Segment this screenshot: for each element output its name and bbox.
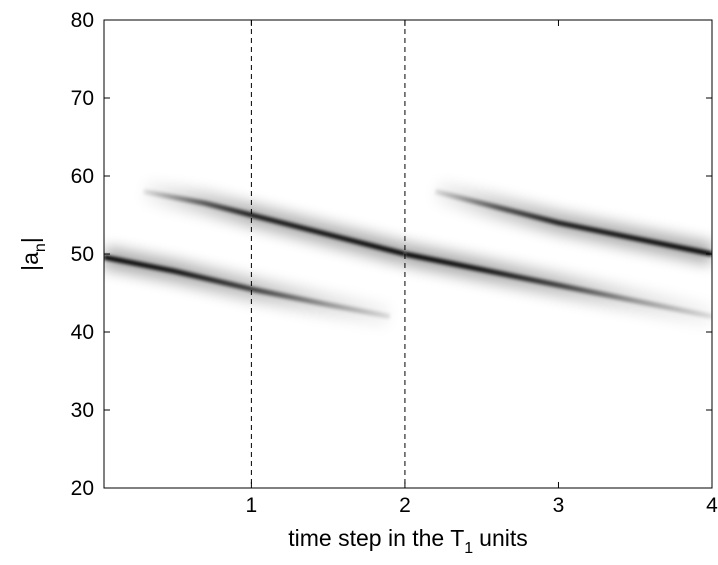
y-axis-label: |an| <box>17 237 49 271</box>
y-tick-label: 50 <box>71 243 94 266</box>
ridge <box>143 189 406 257</box>
x-label-after: units <box>479 525 528 551</box>
y-tick-label: 80 <box>71 9 94 32</box>
y-tick-label: 60 <box>71 165 94 188</box>
ridge <box>104 254 391 319</box>
x-tick-label: 4 <box>706 494 718 517</box>
plot-frame <box>103 19 713 489</box>
y-tick-label: 30 <box>71 399 94 422</box>
y-tick-label: 40 <box>71 321 94 344</box>
y-label-subscript: n <box>32 243 49 252</box>
heatmap <box>104 180 712 328</box>
y-label-before: |a <box>17 252 43 271</box>
x-label-text: time step in the T <box>288 525 464 551</box>
x-tick-label: 1 <box>246 494 258 517</box>
ridge <box>404 251 712 319</box>
y-tick-label: 20 <box>71 477 94 500</box>
axes: 20 30 40 50 60 70 80 1 2 3 4 <box>71 9 718 517</box>
x-label-subscript: 1 <box>464 540 473 557</box>
y-label-after: | <box>17 237 43 243</box>
ridge <box>435 189 712 257</box>
x-axis-label: time step in the T1 units <box>288 525 528 557</box>
x-tick-label: 3 <box>553 494 565 517</box>
y-tick-label: 70 <box>71 87 94 110</box>
x-tick-label: 2 <box>399 494 411 517</box>
